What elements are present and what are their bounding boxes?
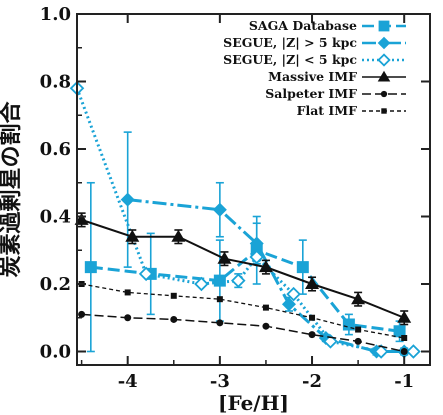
data-point bbox=[393, 325, 406, 338]
y-tick-label: 0.2 bbox=[40, 274, 71, 295]
series-3 bbox=[74, 212, 412, 326]
data-point bbox=[213, 274, 226, 287]
series-layer bbox=[69, 80, 421, 359]
data-point bbox=[74, 212, 89, 225]
data-point bbox=[194, 276, 209, 292]
y-axis-label: 炭素過剰星の割合 bbox=[0, 101, 24, 278]
data-point bbox=[308, 331, 316, 339]
y-tick-label: 0.6 bbox=[40, 139, 71, 160]
x-tick-label: -3 bbox=[210, 371, 230, 392]
legend: SAGA Database SEGUE, |Z| > 5 kpc SEGUE, |Z… bbox=[223, 18, 406, 118]
data-point bbox=[231, 273, 246, 288]
data-point bbox=[281, 297, 296, 312]
x-tick-label: -4 bbox=[118, 371, 138, 392]
series-4 bbox=[78, 310, 408, 355]
data-point bbox=[138, 266, 154, 282]
data-point bbox=[216, 319, 224, 327]
x-tick-label: -1 bbox=[394, 371, 414, 392]
series-2 bbox=[69, 80, 421, 359]
data-point bbox=[400, 348, 408, 355]
data-point bbox=[171, 229, 186, 242]
data-point bbox=[309, 314, 316, 321]
series-line bbox=[81, 283, 405, 339]
plot-frame bbox=[76, 13, 431, 366]
x-axis-label: [Fe/H] bbox=[218, 391, 289, 415]
data-point bbox=[124, 314, 132, 322]
data-point bbox=[262, 322, 270, 330]
y-tick-label: 0.0 bbox=[40, 342, 71, 363]
legend-label: SEGUE, |Z| > 5 kpc bbox=[223, 35, 357, 50]
data-point bbox=[125, 229, 140, 242]
legend-label: SEGUE, |Z| < 5 kpc bbox=[223, 52, 357, 67]
data-point bbox=[354, 337, 362, 345]
data-point bbox=[78, 310, 86, 318]
data-point bbox=[216, 296, 223, 303]
series-line bbox=[75, 87, 414, 353]
series-line bbox=[81, 313, 405, 353]
data-point bbox=[355, 326, 362, 333]
legend-marker bbox=[377, 36, 391, 50]
data-point bbox=[170, 315, 178, 323]
data-point bbox=[296, 261, 309, 274]
legend-marker bbox=[377, 70, 391, 82]
y-tick-label: 0.4 bbox=[40, 207, 71, 228]
legend-label: SAGA Database bbox=[249, 18, 357, 33]
legend-label: Salpeter IMF bbox=[265, 86, 357, 101]
legend-marker bbox=[377, 53, 391, 67]
data-point bbox=[212, 202, 227, 217]
data-point bbox=[170, 292, 177, 299]
legend-marker bbox=[378, 20, 390, 32]
data-point bbox=[351, 292, 366, 305]
data-point bbox=[406, 344, 421, 359]
data-point bbox=[286, 286, 301, 302]
series-5 bbox=[78, 281, 408, 341]
legend-marker bbox=[380, 90, 388, 98]
y-tick-label: 1.0 bbox=[40, 4, 71, 25]
data-point bbox=[217, 251, 232, 264]
series-0 bbox=[84, 181, 406, 353]
legend-marker bbox=[381, 108, 387, 114]
x-tick-label: -2 bbox=[302, 371, 322, 392]
data-point bbox=[84, 261, 97, 274]
data-point bbox=[120, 192, 135, 207]
data-point bbox=[249, 236, 264, 251]
data-point bbox=[305, 277, 320, 289]
legend-label: Flat IMF bbox=[297, 103, 358, 118]
legend-label: Massive IMF bbox=[268, 69, 357, 84]
data-point bbox=[262, 304, 269, 311]
data-point bbox=[397, 310, 412, 323]
data-point bbox=[124, 289, 131, 296]
series-line bbox=[81, 218, 405, 319]
data-point bbox=[258, 260, 273, 273]
data-point bbox=[249, 249, 264, 265]
y-tick-label: 0.8 bbox=[40, 72, 71, 93]
data-point bbox=[401, 335, 408, 341]
data-point bbox=[373, 344, 389, 359]
